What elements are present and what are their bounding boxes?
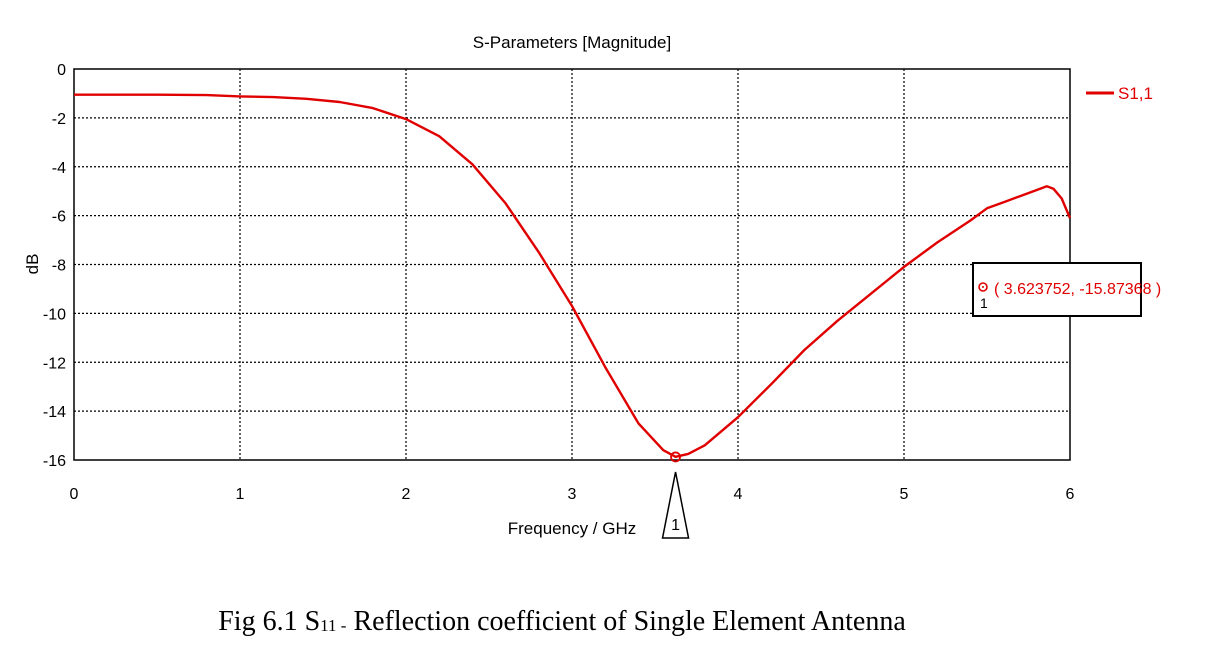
legend: S1,1 [1086, 84, 1153, 103]
marker-1[interactable]: 1 [661, 451, 690, 539]
chart-title: S-Parameters [Magnitude] [473, 33, 671, 52]
figure-caption: Fig 6.1 S11 - Reflection coefficient of … [0, 606, 1124, 638]
marker-readout-icon [978, 282, 988, 292]
series-line-s11 [74, 93, 1072, 458]
y-tick-label: -6 [52, 209, 66, 226]
x-tick-label: 2 [402, 486, 411, 503]
s-parameter-chart: S-Parameters [Magnitude] 0 -2 -4 -6 -8 -10 -12… [23, 33, 1161, 539]
caption-prefix: Fig 6.1 S [218, 606, 321, 637]
y-tick-label: -14 [43, 404, 66, 421]
x-tick-label: 4 [734, 486, 743, 503]
marker-flag-id: 1 [671, 517, 680, 534]
marker-readout-id: 1 [980, 295, 988, 311]
marker-flag[interactable] [661, 471, 690, 539]
y-axis-ticks: 0 -2 -4 -6 -8 -10 -12 -14 -16 [43, 62, 66, 470]
x-tick-label: 6 [1066, 486, 1075, 503]
marker-readout-value: ( 3.623752, -15.87368 ) [994, 281, 1161, 298]
marker-point[interactable] [670, 451, 681, 463]
marker-readout[interactable]: 1 ( 3.623752, -15.87368 ) [972, 262, 1161, 317]
y-tick-label: 0 [57, 62, 66, 79]
marker-readout-box[interactable] [972, 262, 1142, 317]
y-tick-label: -4 [52, 160, 66, 177]
y-tick-label: -16 [43, 453, 66, 470]
x-axis-ticks: 0 1 2 3 4 5 6 [70, 486, 1075, 503]
grid-lines [74, 69, 1070, 460]
marker-point-center [674, 455, 677, 459]
caption-subscript: 11 - [320, 616, 347, 635]
y-tick-label: -12 [43, 355, 66, 372]
y-tick-label: -10 [43, 306, 66, 323]
y-tick-label: -8 [52, 258, 66, 275]
legend-label-s11: S1,1 [1118, 84, 1153, 103]
x-axis-label: Frequency / GHz [508, 519, 637, 538]
y-axis-label: dB [23, 254, 42, 275]
x-tick-label: 0 [70, 486, 79, 503]
caption-suffix: Reflection coefficient of Single Element… [346, 606, 906, 637]
x-tick-label: 5 [900, 486, 909, 503]
x-tick-label: 3 [568, 486, 577, 503]
y-tick-label: -2 [52, 111, 66, 128]
marker-readout-icon-dot [982, 286, 984, 288]
x-tick-label: 1 [236, 486, 245, 503]
